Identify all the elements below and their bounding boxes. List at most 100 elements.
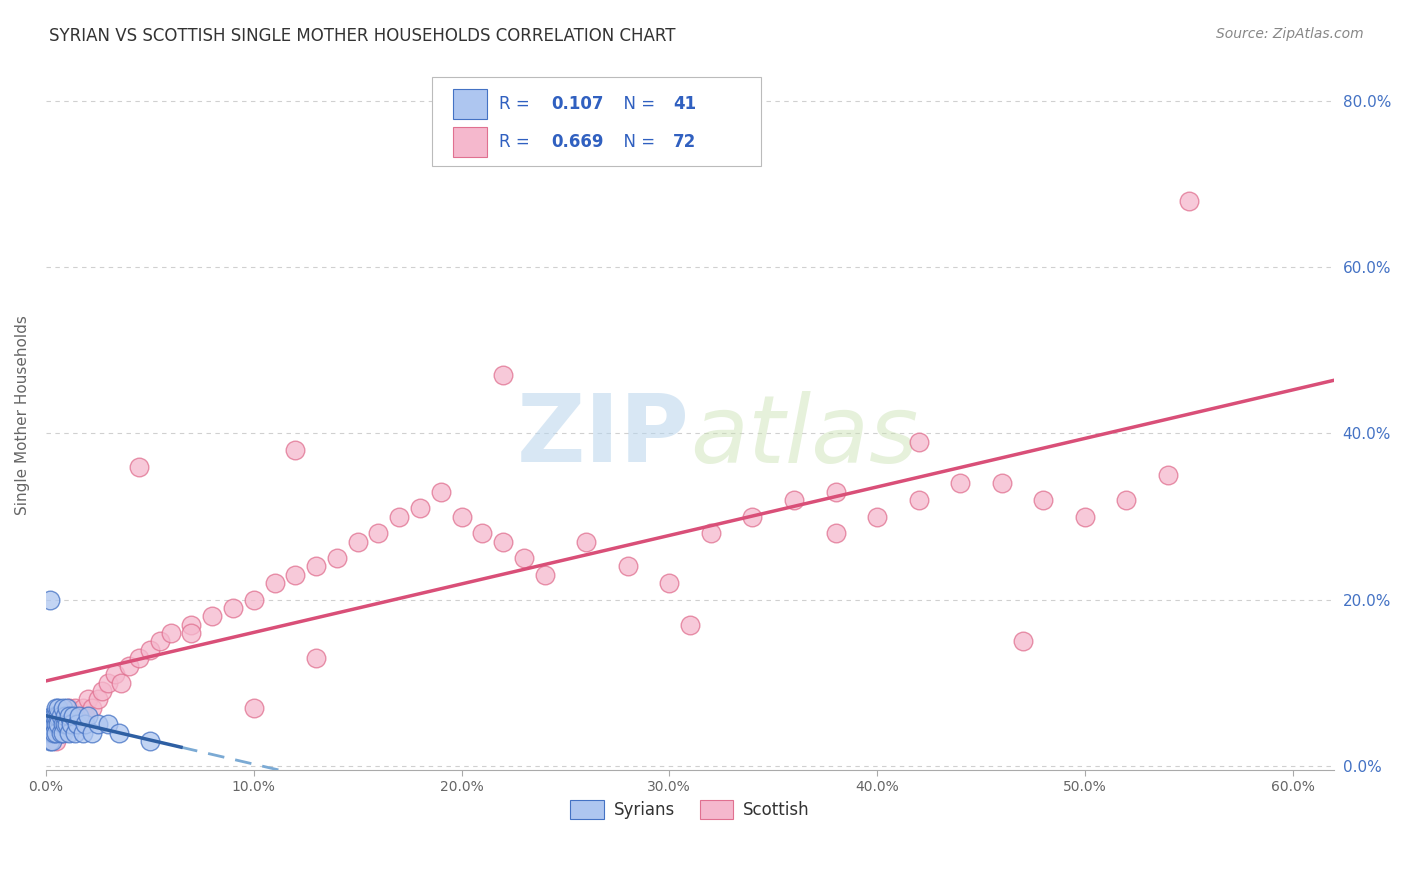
Text: R =: R = [499, 133, 536, 151]
Point [55, 717, 77, 731]
Point [52, 725, 75, 739]
Point [44, 717, 66, 731]
Point [242, 592, 264, 607]
Point [429, 484, 451, 499]
Point [52, 700, 75, 714]
Point [700, 526, 723, 541]
Text: R =: R = [499, 95, 536, 112]
Point [48, 717, 70, 731]
Point [45, 717, 67, 731]
Text: Source: ZipAtlas.com: Source: ZipAtlas.com [1216, 27, 1364, 41]
Point [48, 700, 70, 714]
Text: 41: 41 [673, 95, 696, 112]
Point [346, 534, 368, 549]
Text: 0.669: 0.669 [551, 133, 603, 151]
Text: 0.107: 0.107 [551, 95, 603, 112]
Point [128, 459, 150, 474]
Point [326, 551, 349, 566]
Point [201, 609, 224, 624]
Point [107, 725, 129, 739]
Point [616, 559, 638, 574]
Point [58, 700, 80, 714]
Text: atlas: atlas [690, 391, 918, 482]
Point [305, 559, 328, 574]
Point [67, 709, 90, 723]
Point [1032, 492, 1054, 507]
Point [180, 617, 202, 632]
Point [118, 659, 141, 673]
Point [67, 717, 90, 731]
Point [409, 501, 432, 516]
Point [44, 725, 66, 739]
Point [45, 725, 67, 739]
Point [949, 476, 972, 491]
Point [72, 700, 94, 714]
Point [284, 567, 307, 582]
Point [139, 642, 162, 657]
Point [53, 717, 76, 731]
Point [1011, 634, 1033, 648]
Point [41, 725, 63, 739]
Point [990, 476, 1012, 491]
Point [866, 509, 889, 524]
Point [45, 700, 67, 714]
Text: N =: N = [613, 95, 661, 112]
Point [128, 650, 150, 665]
Point [62, 717, 84, 731]
Point [284, 443, 307, 458]
Point [87, 692, 110, 706]
Point [59, 709, 82, 723]
Point [1074, 509, 1097, 524]
Point [91, 684, 114, 698]
Point [66, 709, 89, 723]
FancyBboxPatch shape [453, 128, 486, 157]
Point [97, 717, 120, 731]
Point [63, 725, 86, 739]
Point [492, 368, 515, 383]
Point [59, 717, 82, 731]
Point [367, 526, 389, 541]
Point [58, 709, 80, 723]
Point [783, 492, 806, 507]
Point [471, 526, 494, 541]
Point [41, 709, 63, 723]
Point [103, 667, 125, 681]
Point [45, 709, 67, 723]
Point [45, 734, 67, 748]
Point [149, 634, 172, 648]
Point [66, 717, 89, 731]
Point [492, 534, 515, 549]
Point [48, 709, 70, 723]
Point [658, 576, 681, 591]
Point [44, 709, 66, 723]
Point [76, 709, 98, 723]
Point [63, 700, 86, 714]
Point [75, 709, 97, 723]
Point [263, 576, 285, 591]
Point [222, 601, 245, 615]
Point [39, 717, 62, 731]
Point [49, 725, 72, 739]
Point [41, 734, 63, 748]
Point [80, 700, 103, 714]
Point [513, 551, 536, 566]
FancyBboxPatch shape [433, 78, 761, 166]
Point [907, 492, 929, 507]
Point [87, 717, 110, 731]
Point [679, 617, 702, 632]
Point [907, 434, 929, 449]
Point [53, 709, 76, 723]
Point [75, 717, 97, 731]
Point [180, 626, 202, 640]
Point [575, 534, 598, 549]
Point [97, 675, 120, 690]
Point [49, 725, 72, 739]
Point [39, 592, 62, 607]
Text: SYRIAN VS SCOTTISH SINGLE MOTHER HOUSEHOLDS CORRELATION CHART: SYRIAN VS SCOTTISH SINGLE MOTHER HOUSEHO… [49, 27, 676, 45]
Legend: Syrians, Scottish: Syrians, Scottish [564, 793, 817, 826]
Point [450, 509, 472, 524]
Text: N =: N = [613, 133, 661, 151]
Point [39, 734, 62, 748]
Point [62, 709, 84, 723]
Point [1157, 468, 1180, 483]
